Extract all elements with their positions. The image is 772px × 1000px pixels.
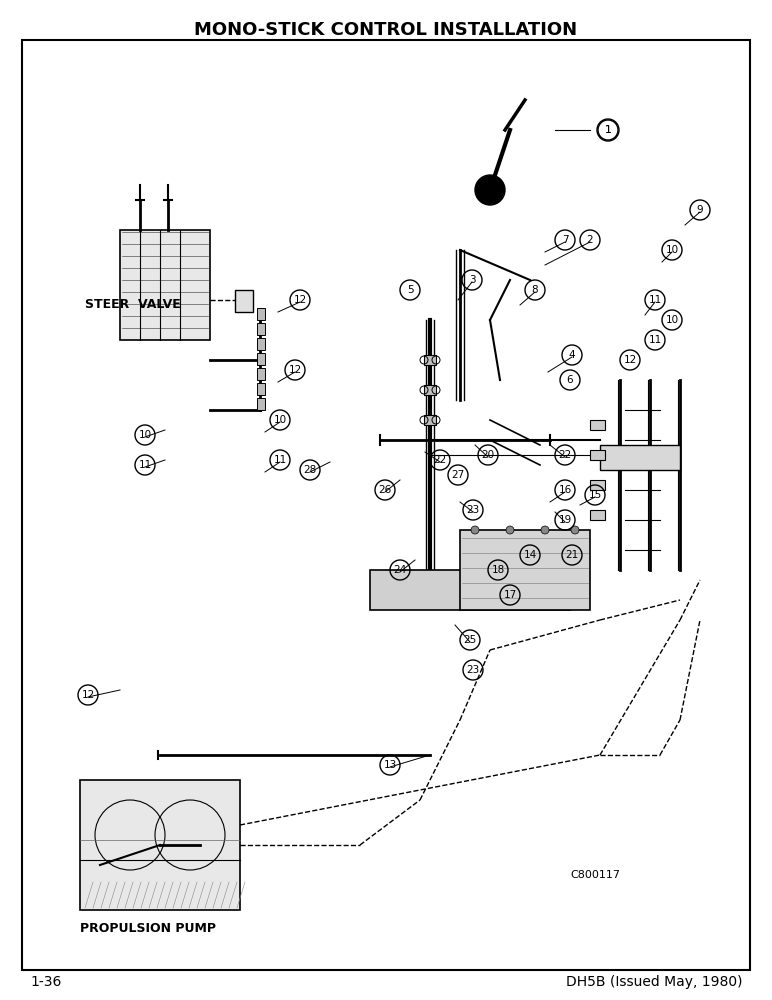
Text: 15: 15 <box>588 490 601 500</box>
Text: 10: 10 <box>273 415 286 425</box>
Text: 10: 10 <box>138 430 151 440</box>
Text: 20: 20 <box>482 450 495 460</box>
FancyBboxPatch shape <box>120 230 210 340</box>
Bar <box>590 450 605 460</box>
Text: 24: 24 <box>394 565 407 575</box>
Text: 12: 12 <box>293 295 306 305</box>
Text: 26: 26 <box>378 485 391 495</box>
Text: 3: 3 <box>469 275 476 285</box>
Text: 10: 10 <box>665 245 679 255</box>
Text: MONO-STICK CONTROL INSTALLATION: MONO-STICK CONTROL INSTALLATION <box>195 21 577 39</box>
Text: 23: 23 <box>466 505 479 515</box>
Text: 21: 21 <box>565 550 579 560</box>
Bar <box>257 368 265 380</box>
Text: 14: 14 <box>523 550 537 560</box>
Text: 17: 17 <box>503 590 516 600</box>
Text: 1: 1 <box>604 125 611 135</box>
Text: C800117: C800117 <box>570 870 620 880</box>
Text: 23: 23 <box>466 665 479 675</box>
Text: 12: 12 <box>289 365 302 375</box>
Text: 27: 27 <box>452 470 465 480</box>
Bar <box>257 398 265 410</box>
Text: 18: 18 <box>491 565 505 575</box>
Circle shape <box>475 175 505 205</box>
Bar <box>600 445 680 470</box>
Bar <box>235 290 253 312</box>
Text: STEER  VALVE: STEER VALVE <box>85 298 181 312</box>
Text: 12: 12 <box>623 355 637 365</box>
Text: 13: 13 <box>384 760 397 770</box>
Text: 1-36: 1-36 <box>30 975 62 989</box>
Bar <box>590 420 605 430</box>
Text: 11: 11 <box>648 335 662 345</box>
Text: 6: 6 <box>567 375 574 385</box>
Circle shape <box>571 526 579 534</box>
Bar <box>424 355 436 365</box>
Bar <box>257 353 265 365</box>
Text: 1: 1 <box>604 125 611 135</box>
Bar <box>460 530 590 610</box>
Text: 25: 25 <box>463 635 476 645</box>
Bar <box>424 415 436 425</box>
Text: 11: 11 <box>138 460 151 470</box>
Text: 8: 8 <box>532 285 538 295</box>
Text: DH5B (Issued May, 1980): DH5B (Issued May, 1980) <box>566 975 742 989</box>
Bar <box>424 385 436 395</box>
FancyBboxPatch shape <box>80 780 240 910</box>
Bar <box>257 323 265 335</box>
Text: 10: 10 <box>665 315 679 325</box>
Text: 22: 22 <box>433 455 447 465</box>
Bar <box>257 338 265 350</box>
Bar <box>370 570 570 610</box>
Text: 4: 4 <box>569 350 575 360</box>
Text: PROPULSION PUMP: PROPULSION PUMP <box>80 922 216 934</box>
Bar <box>590 480 605 490</box>
Bar <box>257 383 265 395</box>
Text: 12: 12 <box>81 690 95 700</box>
Circle shape <box>506 526 514 534</box>
Text: 11: 11 <box>273 455 286 465</box>
Text: 2: 2 <box>587 235 594 245</box>
Circle shape <box>541 526 549 534</box>
Text: 5: 5 <box>407 285 413 295</box>
Circle shape <box>471 526 479 534</box>
Text: 19: 19 <box>558 515 571 525</box>
Text: 28: 28 <box>303 465 317 475</box>
Text: 16: 16 <box>558 485 571 495</box>
Text: 9: 9 <box>696 205 703 215</box>
Text: 11: 11 <box>648 295 662 305</box>
Text: 22: 22 <box>558 450 571 460</box>
Text: 7: 7 <box>562 235 568 245</box>
Bar <box>590 510 605 520</box>
Bar <box>257 308 265 320</box>
